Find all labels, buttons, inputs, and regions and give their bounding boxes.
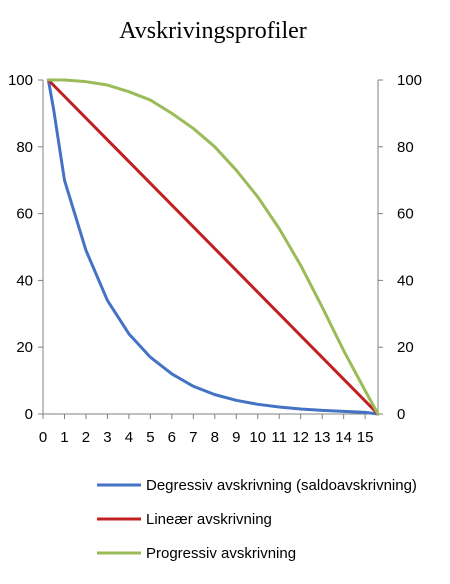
x-tick-label: 9	[232, 429, 240, 446]
x-tick-label: 14	[335, 429, 352, 446]
x-tick-label: 0	[39, 429, 47, 446]
legend-label-1: Degressiv avskrivning (saldoavskrivning)	[146, 477, 417, 494]
x-tick-label: 6	[168, 429, 176, 446]
x-tick-label: 15	[357, 429, 374, 446]
series-lines	[46, 78, 380, 416]
y-tick-label-right: 80	[397, 139, 414, 156]
x-tick-label: 13	[314, 429, 331, 446]
x-tick-label: 1	[60, 429, 68, 446]
x-tick-label: 12	[292, 429, 309, 446]
y-tick-label-left: 0	[25, 406, 33, 423]
series-line-3	[46, 78, 380, 416]
y-tick-label-right: 20	[397, 339, 414, 356]
y-tick-label-right: 100	[397, 72, 422, 89]
x-tick-label: 3	[103, 429, 111, 446]
x-tick-label: 7	[189, 429, 197, 446]
y-tick-label-right: 60	[397, 206, 414, 223]
x-tick-label: 10	[249, 429, 266, 446]
legend-label-3: Progressiv avskrivning	[146, 545, 296, 562]
chart-title: Avskrivingsprofiler	[119, 18, 307, 44]
y-tick-label-left: 40	[16, 272, 33, 289]
y-tick-label-right: 40	[397, 272, 414, 289]
series-line-2	[46, 78, 380, 416]
legend-label-2: Lineær avskrivning	[146, 511, 272, 528]
legend: Degressiv avskrivning (saldoavskrivning)…	[97, 477, 417, 562]
x-tick-label: 4	[125, 429, 133, 446]
x-tick-label: 8	[211, 429, 219, 446]
series-line-1	[46, 78, 380, 416]
y-tick-label-left: 80	[16, 139, 33, 156]
x-tick-label: 11	[271, 429, 287, 446]
y-tick-label-left: 60	[16, 206, 33, 223]
y-tick-label-left: 20	[16, 339, 33, 356]
x-tick-label: 2	[82, 429, 90, 446]
x-tick-label: 5	[146, 429, 154, 446]
y-tick-label-right: 0	[397, 406, 405, 423]
y-tick-label-left: 100	[8, 72, 33, 89]
